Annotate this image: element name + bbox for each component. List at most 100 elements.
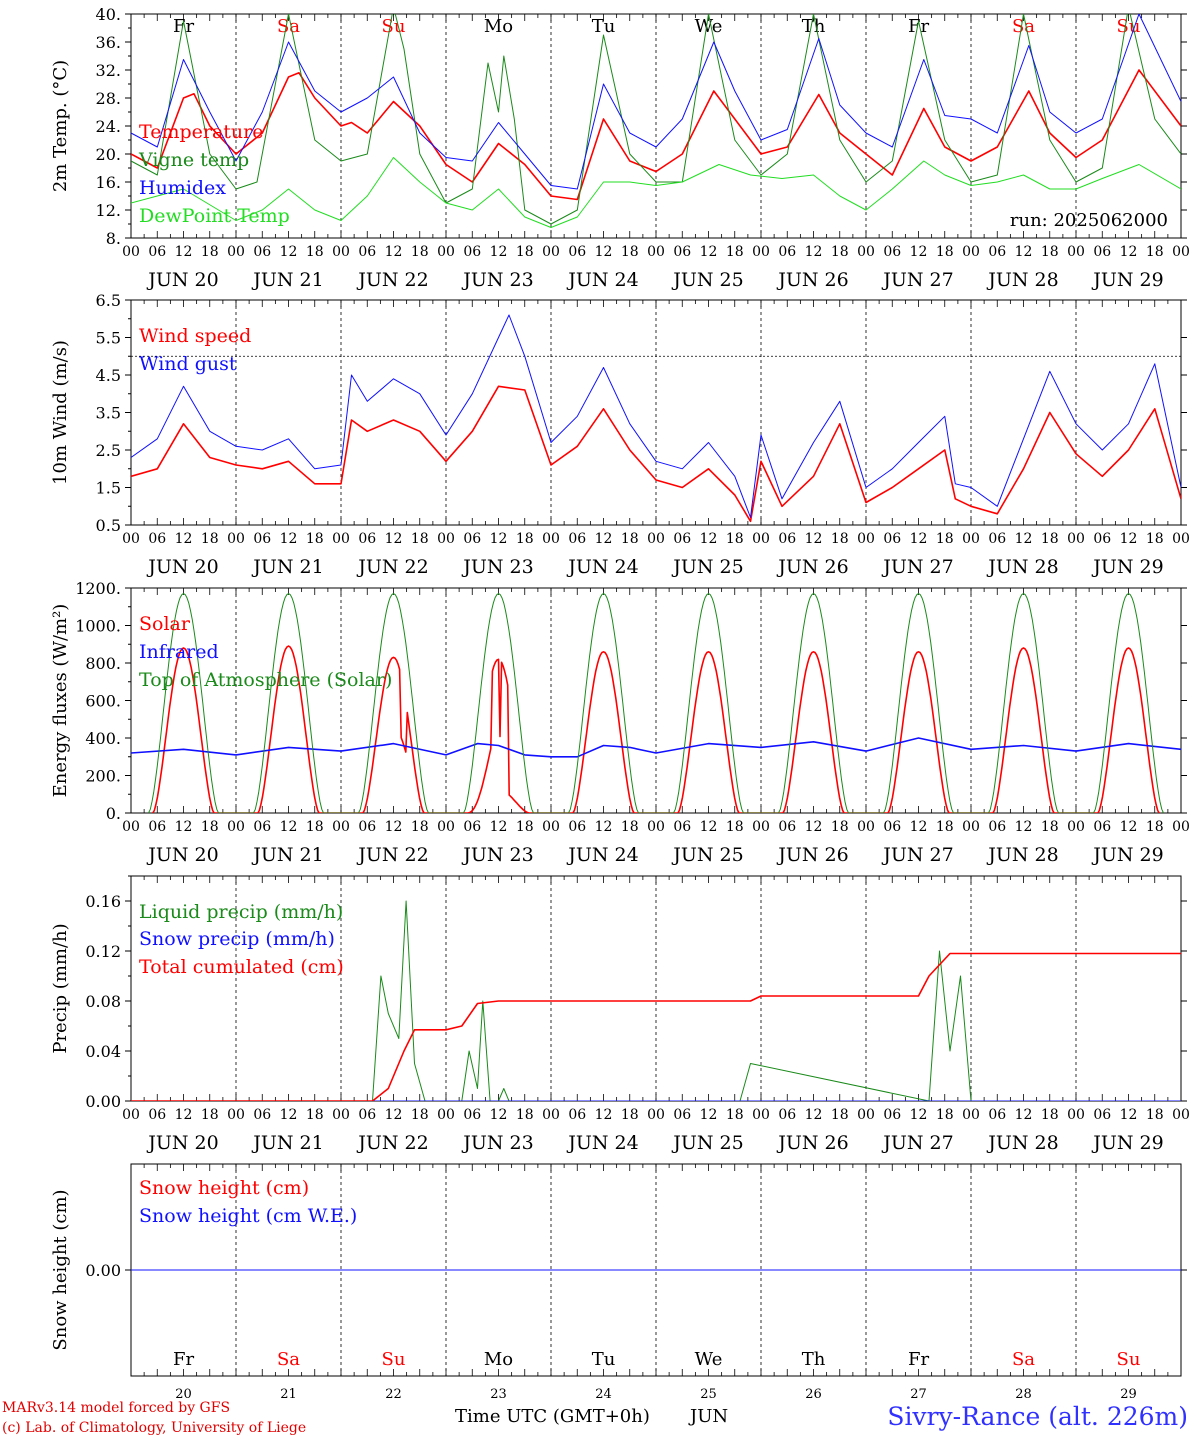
x-hour-label: 00 — [542, 1107, 560, 1123]
x-hour-label: 06 — [988, 1107, 1006, 1123]
x-hour-label: 12 — [1120, 1107, 1138, 1123]
x-hour-label: 12 — [1120, 244, 1138, 260]
y-axis-label: Energy fluxes (W/m²) — [50, 604, 71, 798]
x-hour-label: 12 — [700, 531, 718, 547]
y-tick-label: 1.5 — [96, 479, 121, 498]
x-hour-label: 06 — [253, 1107, 271, 1123]
x-hour-label: 12 — [175, 244, 193, 260]
x-hour-label: 00 — [122, 819, 140, 835]
series-line-vigne-temp — [131, 14, 1181, 225]
x-hour-label: 18 — [306, 531, 324, 547]
legend-infrared: Infrared — [139, 641, 219, 663]
legend-snow-precip-mm-h-: Snow precip (mm/h) — [139, 928, 335, 950]
x-hour-label: 18 — [201, 531, 219, 547]
x-hour-label: 18 — [1146, 531, 1164, 547]
x-hour-label: 18 — [201, 819, 219, 835]
x-hour-label: 00 — [437, 819, 455, 835]
x-hour-label: 06 — [253, 819, 271, 835]
x-hour-label: 12 — [595, 531, 613, 547]
series-line-wind-speed — [131, 385, 1181, 523]
x-hour-label: 18 — [1041, 819, 1059, 835]
x-day-number: 22 — [385, 1387, 402, 1402]
legend-snow-height-cm-: Snow height (cm) — [139, 1177, 309, 1199]
panel-3: 0. 200. 400. 600. 800. 1000. 1200.Energy fluxe… — [50, 579, 1190, 866]
x-hour-label: 00 — [752, 531, 770, 547]
x-hour-label: 06 — [1093, 819, 1111, 835]
x-hour-label: 00 — [437, 244, 455, 260]
x-day-label: JUN 28 — [986, 556, 1058, 578]
y-tick-label: 24. — [96, 117, 121, 136]
x-hour-label: 12 — [385, 1107, 403, 1123]
x-day-label: JUN 23 — [461, 844, 533, 866]
x-hour-label: 18 — [831, 244, 849, 260]
legend-wind-speed: Wind speed — [139, 325, 251, 347]
panel-5: 0.00 Snow height (cm) Fr Sa Su Mo Tu We Th Fr Sa Su… — [50, 1163, 1187, 1402]
x-hour-label: 12 — [805, 531, 823, 547]
x-hour-label: 00 — [1172, 244, 1190, 260]
weekday-label: Su — [382, 1349, 406, 1370]
x-day-label: JUN 22 — [356, 556, 428, 578]
x-day-label: JUN 26 — [776, 269, 848, 291]
weekday-label: Sa — [1012, 1349, 1035, 1370]
x-hour-label: 18 — [306, 1107, 324, 1123]
x-hour-label: 00 — [122, 1107, 140, 1123]
x-hour-label: 00 — [962, 244, 980, 260]
x-hour-label: 18 — [621, 819, 639, 835]
y-tick-label: 0.12 — [85, 942, 121, 961]
x-hour-label: 12 — [280, 1107, 298, 1123]
x-day-number: 28 — [1015, 1387, 1032, 1402]
x-day-number: 27 — [910, 1387, 927, 1402]
x-hour-label: 00 — [332, 244, 350, 260]
x-day-label: JUN 24 — [566, 844, 638, 866]
x-hour-label: 18 — [516, 1107, 534, 1123]
x-day-label: JUN 26 — [776, 556, 848, 578]
x-hour-label: 12 — [910, 819, 928, 835]
weekday-label: Tu — [592, 16, 616, 37]
weekday-label: Su — [1117, 1349, 1141, 1370]
x-hour-label: 00 — [1067, 531, 1085, 547]
x-hour-label: 18 — [936, 244, 954, 260]
x-day-label: JUN 26 — [776, 844, 848, 866]
x-hour-label: 18 — [1146, 819, 1164, 835]
x-hour-label: 06 — [988, 531, 1006, 547]
x-hour-label: 12 — [595, 819, 613, 835]
x-hour-label: 18 — [516, 244, 534, 260]
x-hour-label: 18 — [411, 1107, 429, 1123]
x-day-label: JUN 20 — [146, 1132, 218, 1154]
x-day-number: 20 — [175, 1387, 192, 1402]
y-axis-label: Snow height (cm) — [50, 1189, 71, 1350]
y-tick-label: 5.5 — [96, 329, 121, 348]
x-day-label: JUN 24 — [566, 1132, 638, 1154]
y-axis-label: 10m Wind (m/s) — [50, 340, 71, 485]
series-line-dewpoint-temp — [131, 157, 1181, 228]
x-hour-label: 06 — [148, 244, 166, 260]
x-day-number: 29 — [1120, 1387, 1137, 1402]
x-hour-label: 00 — [227, 1107, 245, 1123]
x-hour-label: 12 — [805, 1107, 823, 1123]
weekday-label: Tu — [592, 1349, 616, 1370]
x-hour-label: 12 — [910, 531, 928, 547]
weekday-label: Th — [802, 16, 826, 37]
x-hour-label: 12 — [385, 244, 403, 260]
y-axis-label: Precip (mm/h) — [50, 923, 71, 1053]
x-day-label: JUN 25 — [671, 844, 743, 866]
x-hour-label: 18 — [831, 819, 849, 835]
x-hour-label: 00 — [647, 531, 665, 547]
x-hour-label: 00 — [227, 244, 245, 260]
y-tick-label: 0.16 — [85, 892, 121, 911]
x-hour-label: 06 — [568, 531, 586, 547]
series-group — [131, 900, 1181, 1101]
legend-snow-height-cm-w-e-: Snow height (cm W.E.) — [139, 1205, 357, 1227]
legend-total-cumulated-cm-: Total cumulated (cm) — [139, 956, 344, 978]
series-line-wind-gust — [131, 314, 1181, 518]
x-hour-label: 06 — [568, 819, 586, 835]
x-hour-label: 06 — [1093, 531, 1111, 547]
x-hour-label: 06 — [1093, 244, 1111, 260]
x-hour-label: 06 — [778, 244, 796, 260]
x-hour-label: 00 — [1172, 1107, 1190, 1123]
x-hour-label: 12 — [805, 244, 823, 260]
x-hour-label: 18 — [726, 244, 744, 260]
x-hour-label: 12 — [1120, 531, 1138, 547]
weekday-label: Sa — [277, 16, 300, 37]
series-group — [131, 14, 1181, 228]
